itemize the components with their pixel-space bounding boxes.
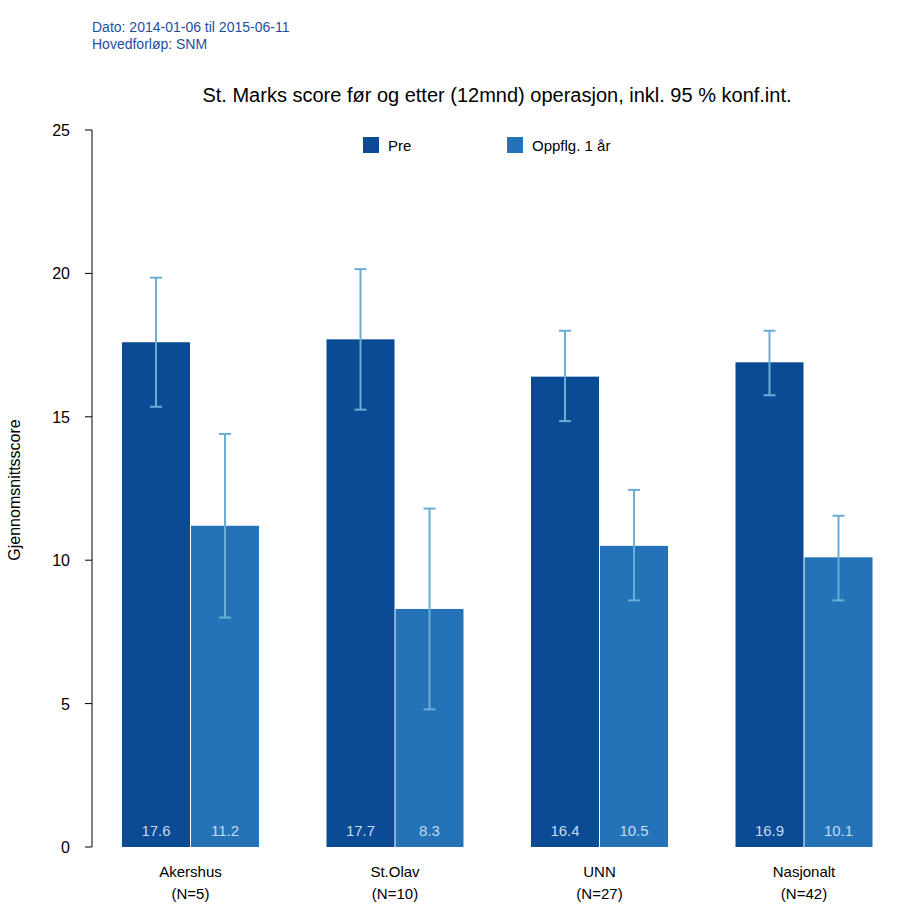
error-bar <box>424 509 436 710</box>
legend-label: Pre <box>388 137 411 154</box>
error-bar-cap <box>559 330 571 332</box>
chart: Dato: 2014-01-06 til 2015-06-11Hovedforl… <box>0 0 904 921</box>
data-label: 11.2 <box>211 822 239 839</box>
y-tick <box>85 847 92 848</box>
y-tick <box>85 130 92 131</box>
legend-swatch <box>507 137 523 153</box>
data-label: 8.3 <box>419 822 440 839</box>
x-tick-label: St.Olav (N=10) <box>370 863 420 902</box>
error-bar-cap <box>355 268 367 270</box>
error-bar-stem <box>769 331 771 396</box>
x-tick-label-line: Akershus <box>159 863 222 880</box>
error-bar-stem <box>564 331 566 421</box>
error-bar-cap <box>628 599 640 601</box>
data-label: 10.1 <box>824 822 853 839</box>
error-bar-cap <box>628 489 640 491</box>
x-tick-label-line: (N=42) <box>781 885 827 902</box>
y-tick-label: 20 <box>52 265 70 282</box>
header-note: Hovedforløp: SNM <box>92 36 207 52</box>
marks <box>122 269 873 847</box>
x-tick-label: Akershus (N=5) <box>159 863 222 902</box>
y-tick <box>85 560 92 561</box>
bar <box>736 362 804 847</box>
error-bar-cap <box>219 617 231 619</box>
error-bar-stem <box>633 490 635 600</box>
error-bar-stem <box>838 516 840 601</box>
x-tick-label-line: St.Olav <box>370 863 420 880</box>
error-bar <box>833 516 845 601</box>
x-tick-label-line: (N=10) <box>372 885 418 902</box>
error-bar-cap <box>764 330 776 332</box>
error-bar-stem <box>224 434 226 618</box>
bar <box>531 377 599 847</box>
error-bar-cap <box>219 433 231 435</box>
x-tick-label: Nasjonalt (N=42) <box>773 863 836 902</box>
error-bar-cap <box>150 406 162 408</box>
error-bar-cap <box>559 420 571 422</box>
error-bar-cap <box>424 508 436 510</box>
error-bar <box>764 331 776 396</box>
data-label: 16.4 <box>550 822 579 839</box>
data-label: 16.9 <box>755 822 784 839</box>
x-tick-label: UNN (N=27) <box>576 863 622 902</box>
bar <box>327 339 395 847</box>
y-tick <box>85 273 92 274</box>
x-tick-label-line: (N=27) <box>576 885 622 902</box>
y-tick-label: 0 <box>61 839 70 856</box>
error-bar <box>355 269 367 410</box>
error-bar <box>559 331 571 421</box>
bar <box>805 557 873 847</box>
x-tick-label-line: Nasjonalt <box>773 863 836 880</box>
x-tick-label-line: (N=5) <box>172 885 210 902</box>
error-bar-stem <box>360 269 362 410</box>
error-bar-cap <box>833 515 845 517</box>
error-bar-cap <box>355 409 367 411</box>
error-bar-cap <box>424 708 436 710</box>
error-bar <box>219 434 231 618</box>
legend-label: Oppflg. 1 år <box>532 137 610 154</box>
x-tick-label-line: UNN <box>583 863 616 880</box>
header-note: Dato: 2014-01-06 til 2015-06-11 <box>92 19 290 35</box>
error-bar-stem <box>429 509 431 710</box>
y-axis-line <box>92 130 93 847</box>
error-bar-cap <box>150 277 162 279</box>
title: St. Marks score før og etter (12mnd) ope… <box>202 84 791 106</box>
y-tick-label: 5 <box>61 696 70 713</box>
data-label: 10.5 <box>619 822 648 839</box>
error-bar-stem <box>155 278 157 407</box>
error-bar-cap <box>833 599 845 601</box>
legend-swatch <box>363 137 379 153</box>
y-tick-label: 25 <box>52 122 70 139</box>
y-axis-label: Gjennomsnittsscore <box>6 419 23 560</box>
y-tick-label: 15 <box>52 409 70 426</box>
y-tick <box>85 416 92 417</box>
error-bar <box>150 278 162 407</box>
error-bar <box>628 490 640 600</box>
data-label: 17.7 <box>346 822 375 839</box>
error-bar-cap <box>764 394 776 396</box>
data-label: 17.6 <box>141 822 170 839</box>
y-tick <box>85 703 92 704</box>
bar <box>122 342 190 847</box>
y-tick-label: 10 <box>52 552 70 569</box>
